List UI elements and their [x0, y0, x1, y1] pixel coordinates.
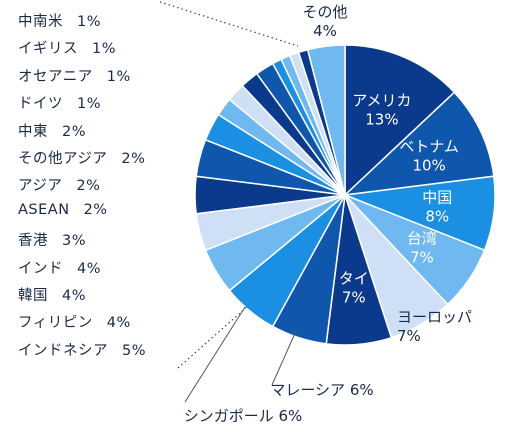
- legend-item: ドイツ 1%: [18, 92, 101, 113]
- dotted-bracket-line-0: [159, 1, 299, 47]
- slice-2-label: 中国: [422, 189, 452, 207]
- legend-item-label: オセアニア: [18, 68, 93, 85]
- legend-item-value: 4%: [77, 260, 102, 277]
- slice-3-label: 台湾: [407, 229, 437, 247]
- slice-21-label: その他: [302, 3, 347, 21]
- legend-item: オセアニア 1%: [18, 65, 131, 86]
- legend-item-value: 1%: [92, 41, 117, 58]
- legend-item: インド 4%: [18, 257, 101, 278]
- slice-1-value: 10%: [412, 156, 445, 174]
- legend-item-value: 2%: [62, 123, 87, 140]
- slice-7-leader-line: [184, 306, 246, 403]
- legend-item-value: 2%: [121, 151, 146, 167]
- legend-item: フィリピン 4%: [18, 311, 131, 332]
- slice-2-value: 8%: [425, 208, 449, 226]
- dotted-bracket-line-1: [177, 305, 249, 369]
- legend-item-label: その他アジア: [18, 151, 108, 167]
- legend-item-label: ASEAN: [18, 201, 70, 218]
- slice-5-label: タイ: [339, 270, 369, 288]
- legend-item: インドネシア 5%: [18, 339, 146, 360]
- legend-item: ASEAN 2%: [18, 202, 108, 218]
- legend-item-value: 2%: [83, 201, 108, 218]
- pie-slices: [194, 44, 496, 346]
- slice-6-label: マレーシア 6%: [270, 381, 373, 399]
- legend-item: アジア 2%: [18, 174, 100, 195]
- slice-4-label: ヨーロッパ: [397, 308, 472, 326]
- legend-item-label: 香港: [18, 233, 48, 250]
- legend-item-value: 1%: [77, 96, 102, 113]
- legend-item: 中南米 1%: [18, 10, 101, 31]
- legend-item-label: 中南米: [18, 14, 63, 30]
- leader-lines: [159, 1, 299, 403]
- slice-21: [306, 44, 346, 196]
- slice-21-value: 4%: [313, 22, 337, 40]
- legend-item-value: 2%: [76, 178, 101, 195]
- slice-7-label: シンガポール 6%: [184, 407, 303, 425]
- legend-item-value: 4%: [106, 315, 131, 332]
- legend-item-label: ドイツ: [18, 96, 63, 113]
- legend-item-label: インドネシア: [18, 342, 108, 359]
- legend-item-label: イギリス: [18, 41, 78, 58]
- legend-item: 香港 3%: [18, 229, 86, 250]
- slice-1: [342, 91, 495, 197]
- legend-item-label: 韓国: [18, 288, 48, 304]
- slice-1-label: ベトナム: [399, 137, 459, 155]
- slice-4-value: 7%: [397, 327, 421, 345]
- legend-item-label: 中東: [18, 123, 48, 140]
- legend-item: 韓国 4%: [18, 284, 86, 305]
- legend-item: イギリス 1%: [18, 37, 116, 58]
- legend-item-label: フィリピン: [18, 315, 93, 332]
- legend-item: 中東 2%: [18, 120, 86, 141]
- slice-6-leader-line: [271, 330, 297, 386]
- slice-0-value: 13%: [365, 111, 398, 129]
- legend-item-label: アジア: [18, 178, 63, 195]
- legend-item-value: 1%: [77, 14, 102, 30]
- legend-item-value: 1%: [106, 68, 131, 85]
- legend-item-value: 4%: [62, 288, 87, 304]
- legend-item-value: 3%: [62, 233, 87, 250]
- legend-item: その他アジア 2%: [18, 147, 145, 168]
- slice-0: [344, 44, 456, 197]
- legend-item-label: インド: [18, 260, 63, 277]
- slice-3-value: 7%: [410, 248, 434, 266]
- slice-0-label: アメリカ: [352, 92, 411, 110]
- slice-5-value: 7%: [342, 289, 366, 307]
- legend-item-value: 5%: [122, 342, 147, 359]
